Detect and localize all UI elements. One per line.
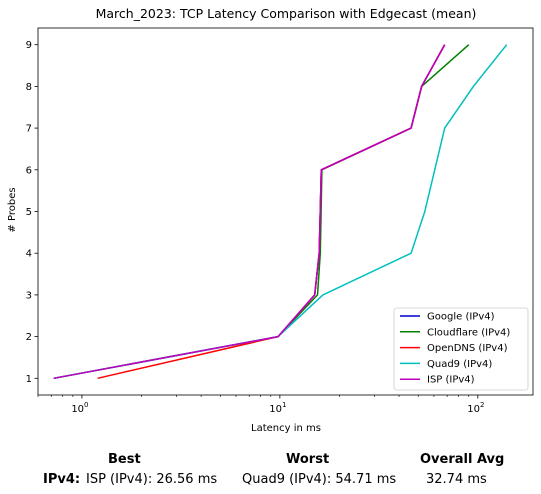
series-line — [53, 44, 446, 380]
summary-row-label: IPv4: — [43, 472, 80, 487]
y-tick-label: 4 — [26, 249, 32, 260]
summary-header-avg: Overall Avg — [420, 452, 505, 467]
y-tick-label: 8 — [26, 82, 32, 93]
series-line — [97, 44, 446, 380]
y-tick-label: 2 — [26, 332, 32, 343]
legend-label: Google (IPv4) — [427, 312, 495, 323]
y-tick-label: 5 — [26, 207, 32, 218]
x-axis-label: Latency in ms — [251, 423, 321, 434]
summary-header-best: Best — [108, 452, 141, 467]
chart-legend: Google (IPv4) Cloudflare (IPv4) OpenDNS (I… — [393, 307, 529, 391]
legend-label: ISP (IPv4) — [427, 375, 475, 386]
y-tick-label: 7 — [26, 124, 32, 135]
y-tick-label: 6 — [26, 165, 32, 176]
latency-chart: March_2023: TCP Latency Comparison with … — [7, 6, 534, 434]
summary-avg-value: 32.74 ms — [426, 472, 487, 487]
chart-title: March_2023: TCP Latency Comparison with … — [96, 6, 477, 21]
legend-label: Cloudflare (IPv4) — [427, 327, 510, 338]
series-line — [53, 44, 508, 380]
y-axis-ticks: 1 2 3 4 5 6 7 8 9 — [26, 40, 38, 385]
legend-box — [393, 307, 529, 391]
x-tick-label: 102 — [467, 401, 484, 415]
x-tick-label: 101 — [269, 401, 286, 415]
y-tick-label: 9 — [26, 40, 32, 51]
summary-header-worst: Worst — [286, 452, 330, 467]
summary-best-value: ISP (IPv4): 26.56 ms — [86, 472, 218, 487]
y-axis-label: # Probes — [7, 187, 18, 232]
x-tick-label: 100 — [71, 401, 88, 415]
series-line — [53, 44, 446, 380]
summary-row-label-text: IPv4 — [43, 472, 75, 487]
y-tick-label: 1 — [26, 374, 32, 385]
x-axis-ticks: 100 101 102 — [37, 395, 484, 415]
legend-label: Quad9 (IPv4) — [427, 359, 492, 370]
summary-row-separator: : — [74, 472, 81, 487]
plot-lines — [53, 44, 508, 380]
legend-label: OpenDNS (IPv4) — [427, 343, 508, 354]
summary-worst-value: Quad9 (IPv4): 54.71 ms — [242, 472, 397, 487]
y-tick-label: 3 — [26, 290, 32, 301]
